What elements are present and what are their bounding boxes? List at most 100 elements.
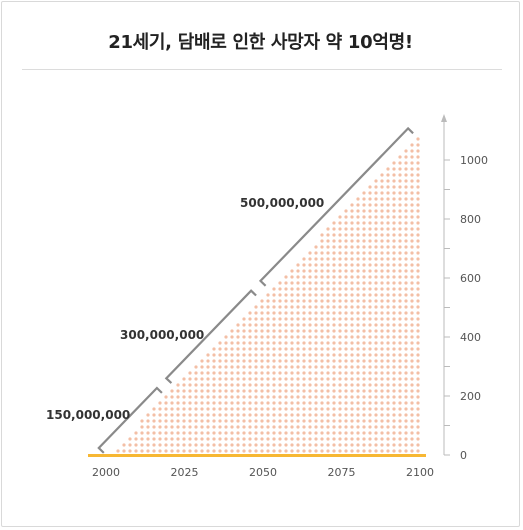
fill-dot bbox=[404, 425, 408, 429]
fill-dot bbox=[356, 263, 360, 267]
fill-dot bbox=[398, 383, 402, 387]
fill-dot bbox=[200, 383, 204, 387]
fill-dot bbox=[356, 407, 360, 411]
fill-dot bbox=[182, 413, 186, 417]
fill-dot bbox=[200, 401, 204, 405]
fill-dot bbox=[392, 161, 396, 165]
fill-dot bbox=[308, 401, 312, 405]
fill-dot bbox=[314, 377, 318, 381]
fill-dot bbox=[392, 239, 396, 243]
fill-dot bbox=[374, 239, 378, 243]
fill-dot bbox=[290, 287, 294, 291]
fill-dot bbox=[320, 443, 324, 447]
fill-dot bbox=[326, 365, 330, 369]
fill-dot bbox=[194, 443, 198, 447]
fill-dot bbox=[236, 377, 240, 381]
fill-dot bbox=[374, 425, 378, 429]
fill-dot bbox=[272, 329, 276, 333]
fill-dot bbox=[398, 275, 402, 279]
fill-dot bbox=[320, 245, 324, 249]
fill-dot bbox=[314, 359, 318, 363]
fill-dot bbox=[338, 383, 342, 387]
fill-dot bbox=[368, 341, 372, 345]
fill-dot bbox=[308, 287, 312, 291]
fill-dot bbox=[188, 425, 192, 429]
fill-dot bbox=[404, 347, 408, 351]
fill-dot bbox=[380, 431, 384, 435]
fill-dot bbox=[404, 185, 408, 189]
fill-dot bbox=[296, 389, 300, 393]
fill-dot bbox=[398, 347, 402, 351]
fill-dot bbox=[164, 443, 168, 447]
fill-dot bbox=[392, 221, 396, 225]
fill-dot bbox=[374, 245, 378, 249]
fill-dot bbox=[374, 185, 378, 189]
fill-dot bbox=[224, 449, 228, 453]
fill-dot bbox=[122, 443, 126, 447]
fill-dot bbox=[254, 401, 258, 405]
fill-dot bbox=[398, 365, 402, 369]
fill-dot bbox=[188, 383, 192, 387]
fill-dot bbox=[314, 353, 318, 357]
fill-dot bbox=[350, 305, 354, 309]
fill-dot bbox=[356, 221, 360, 225]
fill-dot bbox=[230, 449, 234, 453]
fill-dot bbox=[344, 437, 348, 441]
fill-dot bbox=[272, 305, 276, 309]
fill-dot bbox=[332, 251, 336, 255]
fill-dot bbox=[320, 437, 324, 441]
fill-dot bbox=[398, 371, 402, 375]
fill-dot bbox=[266, 359, 270, 363]
fill-dot bbox=[368, 251, 372, 255]
fill-dot bbox=[344, 419, 348, 423]
fill-dot bbox=[392, 335, 396, 339]
fill-dot bbox=[308, 281, 312, 285]
fill-dot bbox=[146, 443, 150, 447]
fill-dot bbox=[170, 407, 174, 411]
fill-dot bbox=[194, 437, 198, 441]
fill-dot bbox=[308, 389, 312, 393]
fill-dot bbox=[404, 449, 408, 453]
fill-dot bbox=[314, 401, 318, 405]
fill-dot bbox=[224, 419, 228, 423]
fill-dot bbox=[332, 407, 336, 411]
fill-dot bbox=[182, 443, 186, 447]
fill-dot bbox=[344, 263, 348, 267]
fill-dot bbox=[350, 371, 354, 375]
fill-dot bbox=[302, 353, 306, 357]
fill-dot bbox=[362, 305, 366, 309]
fill-dot bbox=[314, 251, 318, 255]
y-axis: 0 200 400 600 800 1000 bbox=[441, 114, 488, 462]
fill-dot bbox=[392, 389, 396, 393]
fill-dot bbox=[248, 353, 252, 357]
fill-dot bbox=[308, 311, 312, 315]
fill-dot bbox=[278, 449, 282, 453]
fill-dot bbox=[266, 407, 270, 411]
fill-dot bbox=[338, 377, 342, 381]
fill-dot bbox=[320, 293, 324, 297]
fill-dot bbox=[416, 245, 420, 249]
fill-dot bbox=[398, 311, 402, 315]
fill-dot bbox=[212, 395, 216, 399]
fill-dot bbox=[320, 311, 324, 315]
fill-dot bbox=[386, 377, 390, 381]
fill-dot bbox=[410, 149, 414, 153]
fill-dot bbox=[398, 173, 402, 177]
fill-dot bbox=[164, 437, 168, 441]
fill-dot bbox=[350, 311, 354, 315]
fill-dot bbox=[368, 443, 372, 447]
fill-dot bbox=[302, 347, 306, 351]
fill-dot bbox=[416, 149, 420, 153]
fill-dot bbox=[284, 383, 288, 387]
fill-dot bbox=[314, 263, 318, 267]
bracket-annotations: 150,000,000 300,000,000 500,000,000 bbox=[46, 126, 414, 454]
fill-dot bbox=[188, 407, 192, 411]
fill-dot bbox=[386, 263, 390, 267]
fill-dot bbox=[338, 413, 342, 417]
fill-dot bbox=[146, 419, 150, 423]
fill-dot bbox=[338, 269, 342, 273]
fill-dot bbox=[398, 287, 402, 291]
fill-dot bbox=[266, 311, 270, 315]
fill-dot bbox=[188, 437, 192, 441]
fill-dot bbox=[356, 335, 360, 339]
